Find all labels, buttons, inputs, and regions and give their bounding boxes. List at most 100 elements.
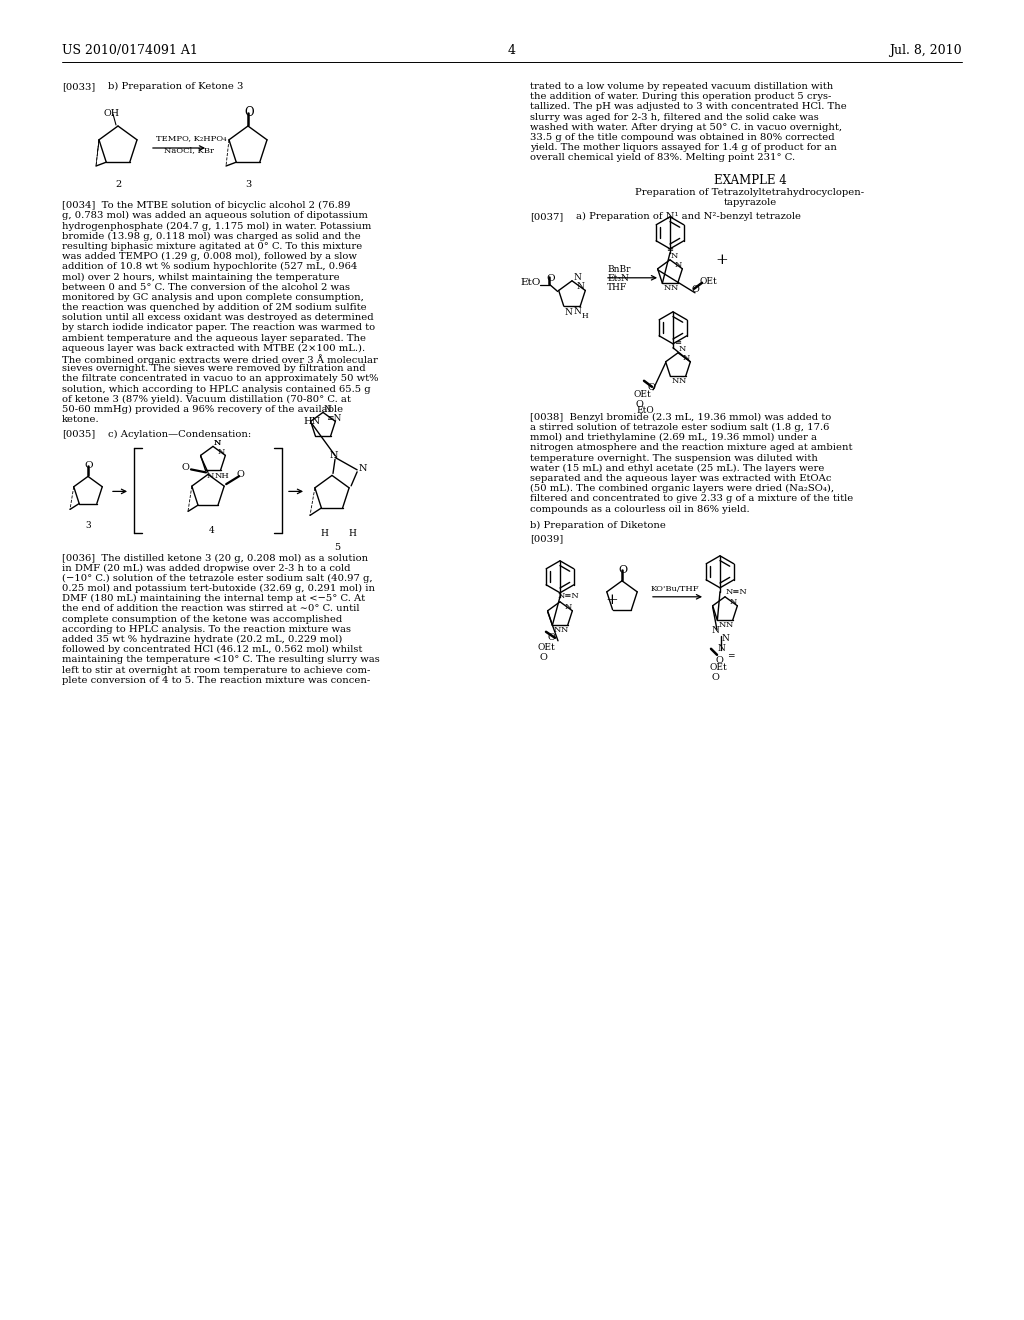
Text: [0038]  Benzyl bromide (2.3 mL, 19.36 mmol) was added to: [0038] Benzyl bromide (2.3 mL, 19.36 mmo… (530, 413, 831, 422)
Text: N: N (207, 473, 214, 480)
Text: O: O (636, 400, 644, 409)
Text: between 0 and 5° C. The conversion of the alcohol 2 was: between 0 and 5° C. The conversion of th… (62, 282, 350, 292)
Text: [0036]  The distilled ketone 3 (20 g, 0.208 mol) as a solution: [0036] The distilled ketone 3 (20 g, 0.2… (62, 553, 368, 562)
Text: NH: NH (215, 473, 229, 480)
Text: OEt: OEt (709, 663, 727, 672)
Text: N: N (561, 626, 568, 635)
Text: a) Preparation of N¹ and N²-benzyl tetrazole: a) Preparation of N¹ and N²-benzyl tetra… (575, 211, 801, 220)
Text: HN: HN (303, 417, 321, 426)
Text: 0.25 mol) and potassium tert-butoxide (32.69 g, 0.291 mol) in: 0.25 mol) and potassium tert-butoxide (3… (62, 583, 375, 593)
Text: N: N (671, 284, 678, 292)
Text: g, 0.783 mol) was added an aqueous solution of dipotassium: g, 0.783 mol) was added an aqueous solut… (62, 211, 368, 220)
Text: slurry was aged for 2-3 h, filtered and the solid cake was: slurry was aged for 2-3 h, filtered and … (530, 112, 819, 121)
Text: 33.5 g of the title compound was obtained in 80% corrected: 33.5 g of the title compound was obtaine… (530, 133, 835, 143)
Text: TEMPO, K₂HPO₄: TEMPO, K₂HPO₄ (156, 135, 226, 143)
Text: O: O (540, 653, 548, 661)
Text: (−10° C.) solution of the tetrazole ester sodium salt (40.97 g,: (−10° C.) solution of the tetrazole este… (62, 574, 373, 583)
Text: N: N (577, 282, 584, 292)
Text: was added TEMPO (1.29 g, 0.008 mol), followed by a slow: was added TEMPO (1.29 g, 0.008 mol), fol… (62, 252, 357, 261)
Text: N≡N: N≡N (558, 591, 580, 599)
Text: O: O (711, 673, 719, 682)
Text: O: O (618, 565, 627, 574)
Text: separated and the aqueous layer was extracted with EtOAc: separated and the aqueous layer was extr… (530, 474, 831, 483)
Text: EtO: EtO (636, 405, 653, 414)
Text: nitrogen atmosphere and the reaction mixture aged at ambient: nitrogen atmosphere and the reaction mix… (530, 444, 853, 453)
Text: N: N (679, 345, 686, 352)
Text: BnBr: BnBr (607, 265, 631, 273)
Text: N: N (573, 308, 581, 315)
Text: resulting biphasic mixture agitated at 0° C. To this mixture: resulting biphasic mixture agitated at 0… (62, 242, 362, 251)
Text: b) Preparation of Diketone: b) Preparation of Diketone (530, 521, 666, 529)
Text: filtered and concentrated to give 2.33 g of a mixture of the title: filtered and concentrated to give 2.33 g… (530, 495, 853, 503)
Text: NaOCl, KBr: NaOCl, KBr (164, 147, 214, 154)
Text: =: = (727, 652, 734, 661)
Text: 5: 5 (334, 544, 340, 552)
Text: N: N (214, 440, 221, 447)
Text: N: N (330, 451, 339, 461)
Text: N: N (717, 644, 725, 653)
Text: DMF (180 mL) maintaining the internal temp at <−5° C. At: DMF (180 mL) maintaining the internal te… (62, 594, 366, 603)
Text: N: N (675, 261, 682, 269)
Text: N: N (679, 378, 686, 385)
Text: O: O (546, 273, 555, 282)
Text: N≡N: N≡N (726, 587, 748, 595)
Text: hydrogenphosphate (204.7 g, 1.175 mol) in water. Potassium: hydrogenphosphate (204.7 g, 1.175 mol) i… (62, 222, 372, 231)
Text: Preparation of Tetrazolyltetrahydrocyclopen-: Preparation of Tetrazolyltetrahydrocyclo… (636, 187, 864, 197)
Text: mmol) and triethylamine (2.69 mL, 19.36 mmol) under a: mmol) and triethylamine (2.69 mL, 19.36 … (530, 433, 817, 442)
Text: the addition of water. During this operation product 5 crys-: the addition of water. During this opera… (530, 92, 831, 102)
Text: Et₃N: Et₃N (607, 273, 629, 282)
Text: ≡: ≡ (674, 339, 681, 347)
Text: 4: 4 (209, 527, 215, 536)
Text: H: H (582, 312, 588, 321)
Text: ambient temperature and the aqueous layer separated. The: ambient temperature and the aqueous laye… (62, 334, 366, 343)
Text: N: N (721, 634, 729, 643)
Text: tapyrazole: tapyrazole (723, 198, 776, 207)
Text: N: N (553, 626, 561, 635)
Text: ketone.: ketone. (62, 416, 99, 424)
Text: OEt: OEt (700, 277, 718, 286)
Text: [0039]: [0039] (530, 533, 563, 543)
Text: mol) over 2 hours, whilst maintaining the temperature: mol) over 2 hours, whilst maintaining th… (62, 272, 340, 281)
Text: a stirred solution of tetrazole ester sodium salt (1.8 g, 17.6: a stirred solution of tetrazole ester so… (530, 422, 829, 432)
Text: water (15 mL) and ethyl acetate (25 mL). The layers were: water (15 mL) and ethyl acetate (25 mL).… (530, 463, 824, 473)
Text: trated to a low volume by repeated vacuum distillation with: trated to a low volume by repeated vacuu… (530, 82, 834, 91)
Text: overall chemical yield of 83%. Melting point 231° C.: overall chemical yield of 83%. Melting p… (530, 153, 795, 162)
Text: ≡: ≡ (666, 246, 673, 253)
Text: followed by concentrated HCl (46.12 mL, 0.562 mol) whilst: followed by concentrated HCl (46.12 mL, … (62, 645, 362, 655)
Text: N: N (671, 252, 678, 260)
Text: N: N (682, 354, 690, 362)
Text: bromide (13.98 g, 0.118 mol) was charged as solid and the: bromide (13.98 g, 0.118 mol) was charged… (62, 231, 360, 240)
Text: washed with water. After drying at 50° C. in vacuo overnight,: washed with water. After drying at 50° C… (530, 123, 842, 132)
Text: The combined organic extracts were dried over 3 Å molecular: The combined organic extracts were dried… (62, 354, 378, 364)
Text: THF: THF (607, 282, 628, 292)
Text: c) Acylation—Condensation:: c) Acylation—Condensation: (108, 429, 251, 438)
Text: O: O (84, 462, 92, 470)
Text: N: N (664, 284, 671, 292)
Text: EtO: EtO (520, 277, 541, 286)
Text: N: N (565, 308, 572, 317)
Text: ≡N: ≡N (327, 414, 342, 424)
Text: aqueous layer was back extracted with MTBE (2×100 mL.).: aqueous layer was back extracted with MT… (62, 343, 366, 352)
Text: according to HPLC analysis. To the reaction mixture was: according to HPLC analysis. To the react… (62, 624, 351, 634)
Text: in DMF (20 mL) was added dropwise over 2-3 h to a cold: in DMF (20 mL) was added dropwise over 2… (62, 564, 350, 573)
Text: maintaining the temperature <10° C. The resulting slurry was: maintaining the temperature <10° C. The … (62, 656, 380, 664)
Text: added 35 wt % hydrazine hydrate (20.2 mL, 0.229 mol): added 35 wt % hydrazine hydrate (20.2 mL… (62, 635, 342, 644)
Text: O: O (237, 470, 244, 479)
Text: sieves overnight. The sieves were removed by filtration and: sieves overnight. The sieves were remove… (62, 364, 366, 374)
Text: b) Preparation of Ketone 3: b) Preparation of Ketone 3 (108, 82, 244, 91)
Text: 50-60 mmHg) provided a 96% recovery of the available: 50-60 mmHg) provided a 96% recovery of t… (62, 405, 343, 414)
Text: temperature overnight. The suspension was diluted with: temperature overnight. The suspension wa… (530, 454, 818, 462)
Text: [0033]: [0033] (62, 82, 95, 91)
Text: N: N (214, 440, 221, 447)
Text: solution until all excess oxidant was destroyed as determined: solution until all excess oxidant was de… (62, 313, 374, 322)
Text: by starch iodide indicator paper. The reaction was warmed to: by starch iodide indicator paper. The re… (62, 323, 375, 333)
Text: +: + (605, 593, 617, 607)
Text: complete consumption of the ketone was accomplished: complete consumption of the ketone was a… (62, 615, 342, 623)
Text: O: O (244, 106, 254, 119)
Text: left to stir at overnight at room temperature to achieve com-: left to stir at overnight at room temper… (62, 665, 371, 675)
Text: solution, which according to HPLC analysis contained 65.5 g: solution, which according to HPLC analys… (62, 384, 371, 393)
Text: O: O (715, 656, 723, 665)
Text: [0034]  To the MTBE solution of bicyclic alcohol 2 (76.89: [0034] To the MTBE solution of bicyclic … (62, 201, 350, 210)
Text: N: N (726, 622, 733, 630)
Text: the end of addition the reaction was stirred at ∼0° C. until: the end of addition the reaction was sti… (62, 605, 359, 614)
